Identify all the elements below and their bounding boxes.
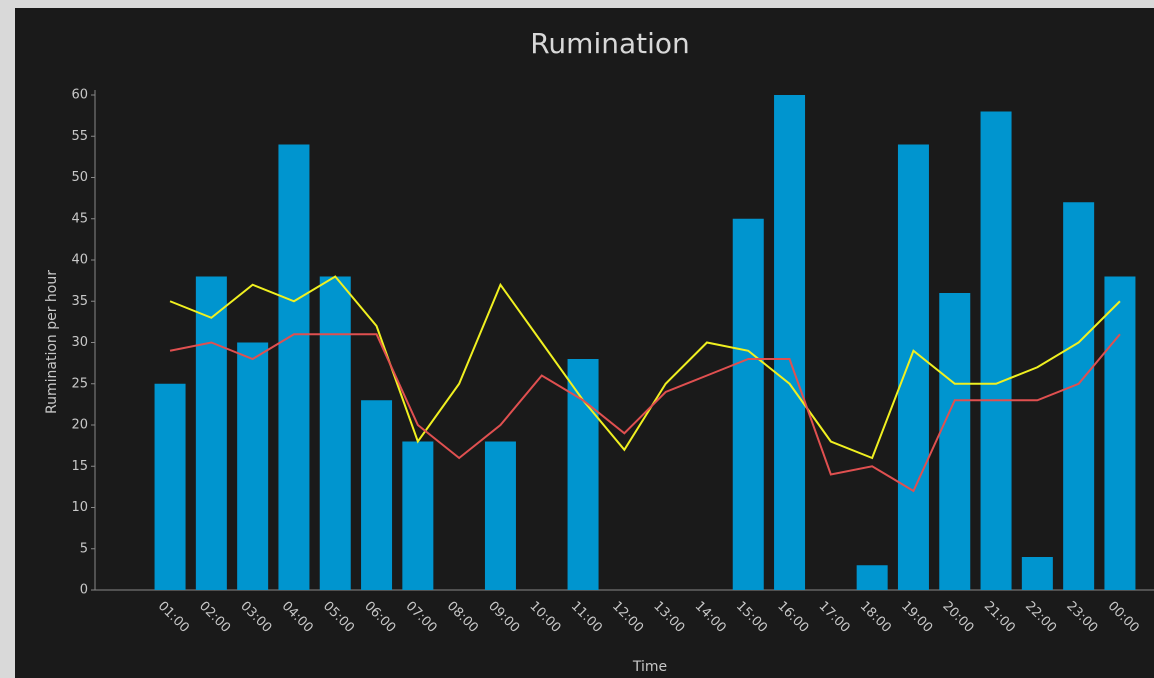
bar xyxy=(154,383,186,590)
bar xyxy=(237,342,269,590)
bar xyxy=(897,144,929,590)
bar xyxy=(278,144,310,590)
bar xyxy=(1104,276,1136,590)
bar xyxy=(939,293,971,590)
y-tick-label: 60 xyxy=(71,88,88,103)
bar xyxy=(1021,557,1053,590)
bar xyxy=(484,441,516,590)
y-axis-label: Rumination per hour xyxy=(44,270,60,414)
y-tick-label: 5 xyxy=(80,541,88,556)
y-tick-label: 50 xyxy=(71,170,88,185)
y-tick-label: 25 xyxy=(71,376,88,391)
y-tick-label: 55 xyxy=(71,129,88,144)
bar xyxy=(1063,202,1095,590)
y-tick-label: 30 xyxy=(71,335,88,350)
bar xyxy=(774,95,806,590)
bar xyxy=(402,441,434,590)
x-axis-label: Time xyxy=(632,659,667,675)
y-tick-label: 0 xyxy=(80,583,88,598)
y-tick-label: 15 xyxy=(71,459,88,474)
bar xyxy=(319,276,351,590)
line xyxy=(169,333,1121,493)
bar xyxy=(567,359,599,590)
bar xyxy=(856,565,888,590)
chart-title: Rumination xyxy=(530,27,690,60)
bar xyxy=(980,111,1012,590)
y-tick-label: 45 xyxy=(71,211,88,226)
y-tick-label: 20 xyxy=(71,418,88,433)
y-tick-label: 10 xyxy=(71,500,88,515)
y-tick-label: 35 xyxy=(71,294,88,309)
bar xyxy=(361,400,393,590)
line xyxy=(169,275,1121,460)
bar xyxy=(195,276,227,590)
y-tick-label: 40 xyxy=(71,253,88,268)
bar xyxy=(732,218,764,590)
